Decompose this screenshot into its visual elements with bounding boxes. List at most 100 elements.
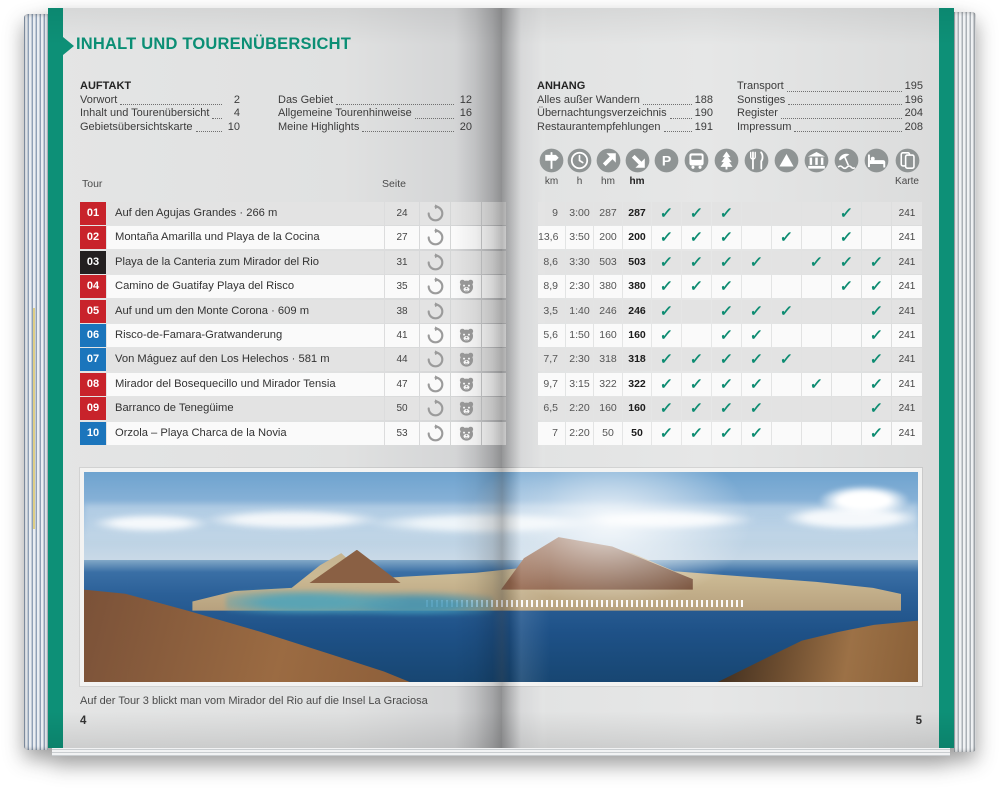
feature-bed: ✓	[862, 275, 891, 299]
check-icon: ✓	[689, 278, 704, 296]
tour-page-number: 27	[385, 226, 419, 250]
family-friendly-icon	[451, 250, 481, 274]
tour-page-number: 44	[385, 348, 419, 372]
tour-row-left-10: 10 Orzola – Playa Charca de la Novia 53	[80, 421, 506, 445]
check-icon: ✓	[719, 205, 734, 222]
toc-auftakt-col2: Das Gebiet 12 Allgemeine Tourenhinweise 16 M…	[278, 94, 472, 135]
duration-value: 3:15	[566, 372, 593, 396]
toc-entry-label: Impressum	[737, 120, 792, 133]
tour-page-number: 53	[385, 421, 419, 445]
distance-value: 7	[538, 421, 565, 445]
feature-peak: ✓	[772, 299, 801, 323]
spare-cell	[482, 226, 506, 250]
check-icon: ✓	[839, 229, 854, 247]
feature-peak	[772, 397, 801, 421]
tour-row-right-05: 3,5 1:40 246 246 ✓ ✓ ✓ ✓ ✓ 241	[538, 299, 922, 323]
check-icon: ✓	[779, 229, 794, 247]
feature-beach	[832, 348, 861, 372]
round-trip-icon	[420, 202, 450, 225]
feature-restaurant: ✓	[742, 250, 771, 274]
feature-bed: ✓	[862, 348, 891, 372]
spare-cell	[482, 299, 506, 323]
tour-page-number: 38	[385, 299, 419, 323]
check-icon: ✓	[689, 375, 704, 393]
tour-number-badge: 02	[80, 226, 106, 250]
round-trip-icon	[420, 397, 450, 421]
spare-cell	[482, 275, 506, 299]
descent-value: 200	[623, 226, 651, 250]
check-icon: ✓	[659, 327, 674, 344]
round-trip-icon	[420, 348, 450, 372]
tour-row-left-03: 03 Playa de la Canteria zum Mirador del R…	[80, 250, 506, 274]
page-number-right: 5	[915, 715, 922, 727]
toc-anhang-col1: ANHANG Alles außer Wandern 188 Übernachtun…	[537, 80, 713, 134]
check-icon: ✓	[749, 375, 764, 393]
tour-row-left-05: 05 Auf und um den Monte Corona · 609 m 38	[80, 299, 506, 323]
column-header-bus	[682, 148, 711, 188]
toc-entry-page: 4	[233, 107, 240, 120]
feature-bus: ✓	[682, 226, 711, 250]
round-trip-icon	[420, 372, 450, 396]
ascent-value: 200	[594, 226, 622, 250]
svg-text:P: P	[662, 153, 671, 169]
feature-bus: ✓	[682, 202, 711, 225]
toc-entry-page: 204	[904, 107, 923, 120]
check-icon: ✓	[659, 375, 674, 393]
column-header-museum	[802, 148, 831, 188]
map-page-value: 241	[892, 397, 922, 421]
ascent-value: 246	[594, 299, 622, 323]
descent-value: 160	[623, 397, 651, 421]
check-icon: ✓	[689, 253, 704, 271]
toc-entry-label: Übernachtungsverzeichnis	[537, 107, 667, 120]
check-icon: ✓	[749, 327, 764, 344]
feature-parking: ✓	[652, 275, 681, 299]
feature-parking: ✓	[652, 348, 681, 372]
toc-heading-auftakt: AUFTAKT	[80, 80, 132, 92]
feature-bed	[862, 226, 891, 250]
feature-museum	[802, 226, 831, 250]
toc-entry: Das Gebiet 12	[278, 94, 472, 108]
tour-row-right-02: 13,6 3:50 200 200 ✓ ✓ ✓ ✓ ✓ 241	[538, 226, 922, 250]
feature-bed	[862, 202, 891, 225]
ascent-value: 160	[594, 324, 622, 347]
column-header-h: h	[566, 148, 593, 188]
spare-cell	[482, 348, 506, 372]
map-icon	[895, 148, 920, 173]
check-icon: ✓	[869, 351, 884, 369]
check-icon: ✓	[749, 351, 764, 369]
distance-value: 9	[538, 202, 565, 225]
check-icon: ✓	[719, 278, 734, 296]
peak-icon	[774, 148, 799, 173]
check-icon: ✓	[659, 400, 674, 418]
feature-bed: ✓	[862, 421, 891, 445]
check-icon: ✓	[779, 351, 794, 369]
duration-value: 1:40	[566, 299, 593, 323]
feature-museum	[802, 275, 831, 299]
check-icon: ✓	[689, 424, 704, 442]
toc-dot-leader	[212, 117, 222, 119]
distance-value: 7,7	[538, 348, 565, 372]
check-icon: ✓	[839, 253, 854, 271]
feature-tree: ✓	[712, 397, 741, 421]
spare-cell	[482, 324, 506, 347]
family-friendly-icon	[451, 397, 481, 421]
check-icon: ✓	[689, 400, 704, 418]
distance-value: 13,6	[538, 226, 565, 250]
toc-dot-leader	[794, 131, 902, 133]
duration-value: 2:20	[566, 421, 593, 445]
duration-value: 2:30	[566, 275, 593, 299]
check-icon: ✓	[869, 253, 884, 271]
check-icon: ✓	[869, 424, 884, 442]
map-page-value: 241	[892, 372, 922, 396]
tour-row-right-03: 8,6 3:30 503 503 ✓ ✓ ✓ ✓ ✓ ✓ ✓ 241	[538, 250, 922, 274]
tour-row-right-10: 7 2:20 50 50 ✓ ✓ ✓ ✓ ✓ 241	[538, 421, 922, 445]
round-trip-icon	[420, 421, 450, 445]
toc-entry-page: 188	[694, 93, 713, 106]
tour-row-left-02: 02 Montaña Amarilla und Playa de la Cocin…	[80, 226, 506, 250]
feature-beach	[832, 324, 861, 347]
spare-cell	[482, 372, 506, 396]
check-icon: ✓	[719, 302, 734, 320]
chapter-arrow-icon	[63, 37, 74, 55]
toc-dot-leader	[414, 117, 454, 119]
tour-row-left-09: 09 Barranco de Tenegüime 50	[80, 397, 506, 421]
